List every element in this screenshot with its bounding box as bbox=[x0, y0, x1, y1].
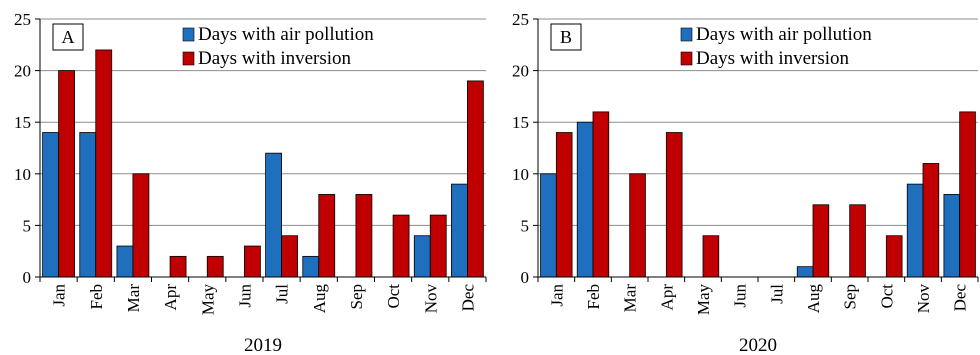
x-category-label-mar: Mar bbox=[621, 284, 640, 313]
bar-air-pollution-aug bbox=[302, 255, 320, 278]
legend-swatch-inversion bbox=[680, 51, 693, 66]
bar-air-pollution-mar bbox=[116, 245, 134, 278]
bar-inversion-apr bbox=[665, 132, 683, 278]
y-tick-label: 15 bbox=[14, 113, 31, 132]
x-category-label-jul: Jul bbox=[767, 284, 786, 304]
legend-swatch-air-pollution bbox=[182, 27, 195, 42]
x-category-label-jul: Jul bbox=[273, 284, 292, 304]
x-axis-title: 2019 bbox=[244, 335, 282, 355]
bar-inversion-dec bbox=[959, 111, 976, 278]
bar-inversion-dec bbox=[467, 80, 484, 278]
bar-air-pollution-dec bbox=[451, 183, 468, 278]
bar-inversion-nov bbox=[429, 214, 447, 278]
x-category-label-may: May bbox=[694, 284, 713, 316]
x-category-label-nov: Nov bbox=[421, 284, 440, 314]
y-tick-label: 20 bbox=[14, 62, 31, 81]
x-category-label-dec: Dec bbox=[458, 284, 477, 312]
y-tick-label: 20 bbox=[512, 62, 529, 81]
y-tick-label: 5 bbox=[23, 216, 32, 235]
bar-air-pollution-feb bbox=[79, 132, 97, 278]
bar-inversion-aug bbox=[812, 204, 830, 278]
panel-label-box bbox=[52, 23, 84, 51]
y-tick-label: 10 bbox=[512, 165, 529, 184]
x-category-label-mar: Mar bbox=[124, 284, 143, 313]
bar-inversion-sep bbox=[355, 194, 373, 278]
bar-inversion-sep bbox=[849, 204, 866, 278]
bar-inversion-mar bbox=[629, 173, 646, 278]
bar-inversion-mar bbox=[132, 173, 150, 278]
bar-inversion-aug bbox=[318, 194, 336, 278]
legend-label-inversion: Days with inversion bbox=[696, 48, 850, 69]
bar-inversion-jun bbox=[244, 245, 261, 278]
x-category-label-apr: Apr bbox=[161, 284, 180, 311]
legend-label-air-pollution: Days with air pollution bbox=[696, 24, 872, 45]
panel-label-box bbox=[550, 23, 582, 51]
panel-label: B bbox=[560, 27, 572, 47]
chart-panel-a: 0 5 10 15 20 25 Jan Feb Mar Apr May Jun Jul Aug Sep Oct… bbox=[14, 10, 487, 355]
bar-inversion-apr bbox=[169, 255, 187, 278]
bar-inversion-feb bbox=[95, 49, 113, 278]
bar-air-pollution-dec bbox=[943, 194, 961, 278]
x-category-label-aug: Aug bbox=[804, 284, 823, 314]
x-category-label-sep: Sep bbox=[841, 284, 860, 310]
bar-air-pollution-jan bbox=[42, 132, 59, 278]
y-tick-label: 25 bbox=[14, 10, 31, 29]
y-tick-label: 5 bbox=[521, 216, 530, 235]
y-tick-label: 10 bbox=[14, 165, 31, 184]
x-category-label-jun: Jun bbox=[235, 284, 254, 308]
x-category-label-oct: Oct bbox=[384, 284, 403, 309]
bar-inversion-jul bbox=[281, 235, 298, 278]
bar-inversion-may bbox=[206, 255, 224, 278]
legend-label-air-pollution: Days with air pollution bbox=[198, 24, 374, 45]
x-category-label-apr: Apr bbox=[657, 284, 676, 311]
legend-swatch-inversion bbox=[182, 51, 195, 66]
y-tick-label: 0 bbox=[23, 268, 32, 287]
bar-air-pollution-jan bbox=[540, 173, 557, 278]
legend-label-inversion: Days with inversion bbox=[198, 48, 352, 69]
x-category-label-sep: Sep bbox=[347, 284, 366, 310]
x-category-label-nov: Nov bbox=[914, 284, 933, 314]
bar-air-pollution-nov bbox=[906, 183, 924, 278]
y-tick-label: 0 bbox=[521, 268, 530, 287]
x-category-label-jan: Jan bbox=[50, 284, 69, 307]
bar-inversion-oct bbox=[392, 214, 410, 278]
bar-air-pollution-feb bbox=[576, 121, 594, 278]
y-tick-label: 15 bbox=[512, 113, 529, 132]
x-category-label-may: May bbox=[198, 284, 217, 316]
bar-inversion-feb bbox=[592, 111, 610, 278]
bar-inversion-may bbox=[702, 235, 720, 278]
bar-air-pollution-jul bbox=[265, 152, 282, 278]
x-category-label-dec: Dec bbox=[951, 284, 970, 312]
panel-label: A bbox=[62, 27, 75, 47]
x-category-label-aug: Aug bbox=[310, 284, 329, 314]
chart-panel-b: 0 5 10 15 20 25 Jan Feb Mar Apr May Jun Jul Aug Sep Oct… bbox=[512, 10, 979, 355]
bar-inversion-jan bbox=[555, 132, 573, 278]
bar-inversion-jan bbox=[58, 70, 75, 278]
bar-air-pollution-nov bbox=[413, 235, 431, 278]
x-category-label-feb: Feb bbox=[584, 284, 603, 310]
x-category-label-feb: Feb bbox=[87, 284, 106, 310]
x-axis-title: 2020 bbox=[739, 335, 777, 355]
x-category-label-jan: Jan bbox=[547, 284, 566, 307]
bar-inversion-oct bbox=[885, 235, 903, 278]
x-category-label-oct: Oct bbox=[877, 284, 896, 309]
y-tick-label: 25 bbox=[512, 10, 529, 29]
x-category-label-jun: Jun bbox=[731, 284, 750, 308]
legend-swatch-air-pollution bbox=[680, 27, 693, 42]
bar-inversion-nov bbox=[922, 163, 940, 278]
bar-air-pollution-aug bbox=[796, 266, 814, 278]
